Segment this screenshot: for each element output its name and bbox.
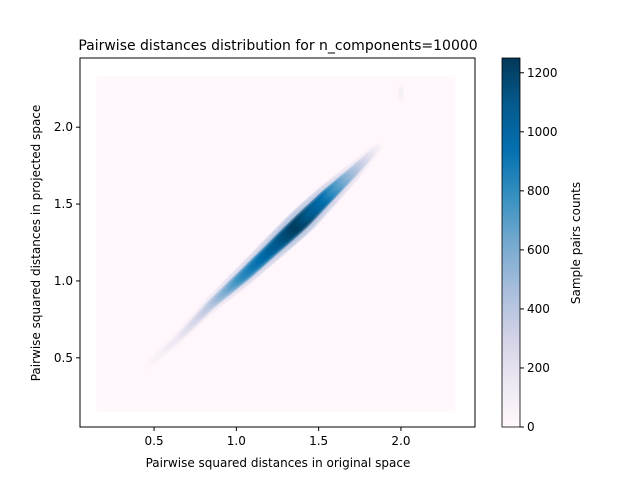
outlier-bin — [398, 86, 403, 101]
colorbar-tick-label: 200 — [527, 361, 550, 375]
y-axis: 0.5 1.0 1.5 2.0 — [54, 120, 80, 365]
colorbar-tick-label: 600 — [527, 243, 550, 257]
colorbar-tick-label: 1000 — [527, 125, 558, 139]
y-tick-label: 0.5 — [54, 351, 73, 365]
chart-title: Pairwise distances distribution for n_co… — [78, 38, 477, 54]
x-tick-label: 0.5 — [145, 434, 164, 448]
ridge-core-bin — [372, 145, 381, 153]
colorbar-tick-label: 800 — [527, 184, 550, 198]
plot-area — [96, 76, 456, 412]
x-axis: 0.5 1.0 1.5 2.0 — [145, 427, 410, 448]
colorbar-tick-label: 0 — [527, 420, 535, 434]
x-tick-label: 1.5 — [309, 434, 328, 448]
colorbar-label: Sample pairs counts — [569, 182, 583, 304]
colorbar-tick-label: 400 — [527, 302, 550, 316]
y-tick-label: 1.0 — [54, 274, 73, 288]
y-tick-label: 2.0 — [54, 120, 73, 134]
colorbar-tick-label: 1200 — [527, 66, 558, 80]
colorbar-axis: 0 200 400 600 800 1000 1200 — [520, 66, 558, 434]
x-axis-label: Pairwise squared distances in original s… — [146, 456, 411, 470]
y-tick-label: 1.5 — [54, 197, 73, 211]
density-ridge — [141, 86, 403, 372]
x-tick-label: 1.0 — [227, 434, 246, 448]
x-tick-label: 2.0 — [391, 434, 410, 448]
colorbar — [501, 57, 521, 428]
y-axis-label: Pairwise squared distances in projected … — [29, 105, 43, 382]
axes-frame — [79, 57, 476, 428]
